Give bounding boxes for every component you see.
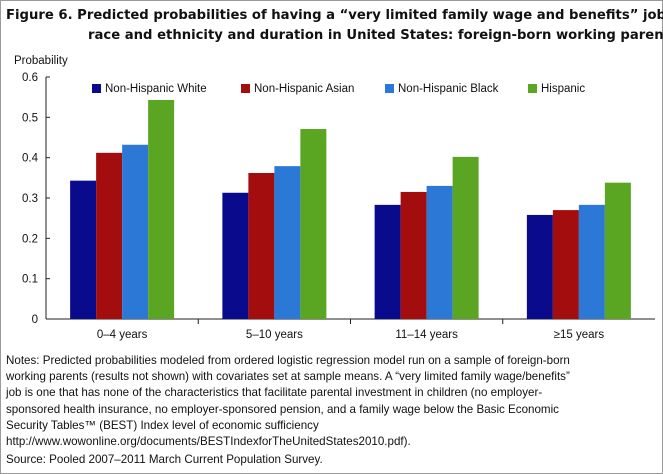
bar	[148, 99, 175, 320]
bar	[300, 129, 327, 319]
x-tick-label: ≥15 years	[554, 329, 605, 341]
bar	[96, 152, 123, 319]
notes-line-5: Security Tables™ (BEST) Index level of e…	[6, 418, 319, 432]
bar-chart: Probability 0 0.1 0.2 0.3 0.4 0.5 0.6 0–4 years 5…	[14, 55, 655, 341]
legend-label: Non-Hispanic Asian	[254, 83, 354, 95]
figure-source: Source: Pooled 2007–2011 March Current P…	[6, 453, 323, 466]
x-tick-label: 0–4 years	[97, 329, 148, 341]
bar	[400, 191, 427, 319]
legend-swatch	[241, 84, 250, 93]
x-tick-label: 11–14 years	[395, 329, 458, 341]
notes-line-2: working parents (results not shown) with…	[6, 370, 570, 384]
x-tick-label: 5–10 years	[246, 329, 303, 341]
figure-title-line-2: race and ethnicity and duration in Unite…	[88, 28, 663, 43]
legend-swatch	[385, 84, 394, 93]
notes-line-1: Notes: Predicted probabilities modeled f…	[6, 354, 570, 367]
legend-label: Non-Hispanic Black	[398, 83, 499, 95]
bar	[526, 214, 553, 319]
bar	[552, 210, 579, 319]
bar	[274, 166, 301, 319]
y-tick-label: 0.6	[22, 72, 38, 84]
figure-notes: Notes: Predicted probabilities modeled f…	[6, 353, 658, 450]
bar	[374, 204, 401, 319]
bar	[122, 144, 149, 319]
y-tick-label: 0	[32, 314, 38, 326]
y-tick-label: 0.1	[22, 274, 38, 286]
legend-label: Hispanic	[541, 83, 585, 95]
bar	[70, 180, 97, 319]
legend-swatch	[528, 84, 537, 93]
notes-line-6: http://www.wowonline.org/documents/BESTI…	[6, 435, 411, 449]
notes-line-3: job is one that has none of the characte…	[6, 386, 543, 400]
figure-title-line-1: Figure 6. Predicted probabilities of hav…	[6, 8, 663, 23]
legend-label: Non-Hispanic White	[105, 83, 207, 95]
y-tick-label: 0.5	[22, 112, 38, 124]
bar	[452, 156, 479, 319]
legend-swatch	[92, 84, 101, 93]
bar	[426, 185, 453, 319]
bar	[604, 182, 631, 319]
bar	[578, 204, 605, 319]
y-tick-label: 0.4	[22, 153, 39, 165]
figure-title: Figure 6. Predicted probabilities of hav…	[6, 6, 663, 46]
bar	[248, 172, 275, 319]
notes-line-4: sponsored health insurance, no employer-…	[6, 402, 559, 416]
y-tick-label: 0.3	[22, 193, 38, 205]
bar	[222, 192, 249, 319]
y-axis-label: Probability	[14, 55, 68, 67]
y-tick-label: 0.2	[22, 233, 38, 245]
